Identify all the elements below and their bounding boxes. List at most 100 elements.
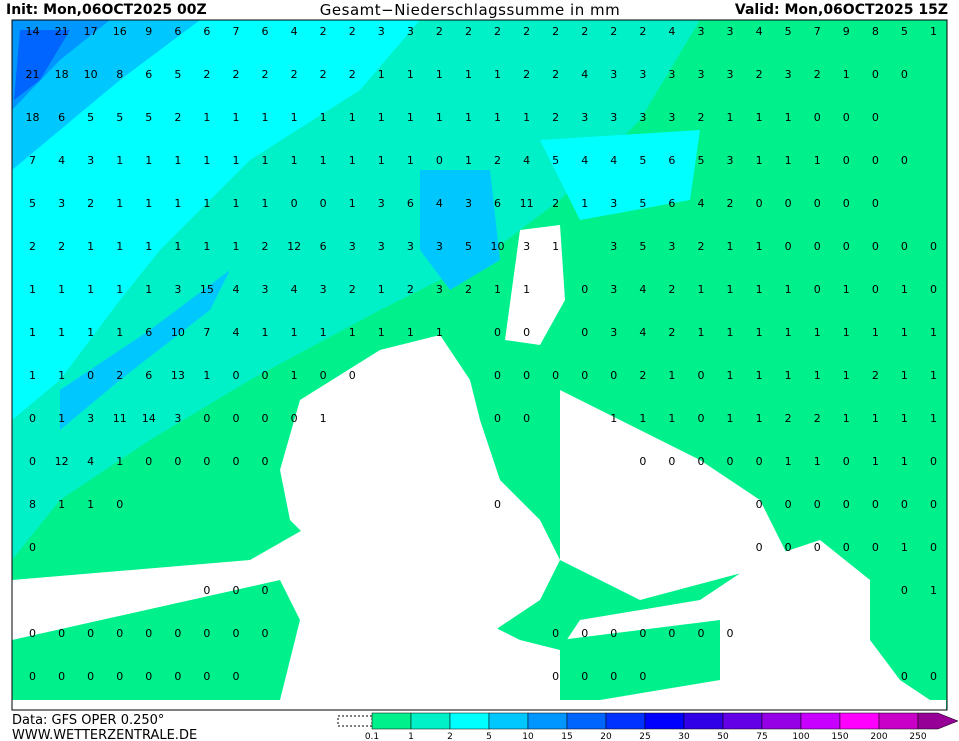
- grid-value: 0: [756, 455, 763, 468]
- grid-value: 1: [232, 154, 239, 167]
- grid-value: 0: [901, 584, 908, 597]
- grid-value: 1: [785, 455, 792, 468]
- grid-value: 1: [843, 326, 850, 339]
- grid-value: 3: [378, 197, 385, 210]
- grid-value: 1: [116, 283, 123, 296]
- grid-value: 1: [291, 111, 298, 124]
- grid-value: 0: [610, 627, 617, 640]
- legend-under: [337, 715, 373, 727]
- grid-value: 2: [785, 412, 792, 425]
- grid-value: 1: [203, 111, 210, 124]
- grid-value: 0: [581, 670, 588, 683]
- grid-value: 1: [378, 326, 385, 339]
- grid-value: 4: [581, 68, 588, 81]
- grid-value: 1: [174, 240, 181, 253]
- grid-value: 1: [203, 154, 210, 167]
- grid-value: 1: [116, 240, 123, 253]
- grid-value: 0: [697, 369, 704, 382]
- grid-value: 0: [697, 455, 704, 468]
- grid-value: 4: [291, 283, 298, 296]
- grid-value: 0: [930, 240, 937, 253]
- grid-value: 3: [610, 111, 617, 124]
- grid-value: 1: [203, 369, 210, 382]
- grid-value: 0: [843, 154, 850, 167]
- data-source: Data: GFS OPER 0.250°: [12, 713, 164, 728]
- grid-value: 11: [113, 412, 127, 425]
- grid-value: 0: [930, 283, 937, 296]
- grid-value: 0: [494, 326, 501, 339]
- grid-value: 5: [639, 240, 646, 253]
- grid-value: 0: [552, 627, 559, 640]
- grid-value: 0: [814, 283, 821, 296]
- grid-value: 6: [668, 197, 675, 210]
- grid-value: 4: [756, 25, 763, 38]
- grid-value: 1: [756, 369, 763, 382]
- grid-value: 4: [436, 197, 443, 210]
- grid-value: 6: [58, 111, 65, 124]
- grid-value: 0: [610, 369, 617, 382]
- grid-value: 0: [232, 584, 239, 597]
- grid-value: 1: [843, 412, 850, 425]
- grid-value: 5: [785, 25, 792, 38]
- grid-value: 1: [58, 326, 65, 339]
- grid-value: 5: [116, 111, 123, 124]
- legend: 0.1 1 2 5 10 15 20 25 30 50 75 100 150 200 250: [337, 712, 959, 741]
- legend-swatch: [488, 712, 529, 730]
- grid-value: 16: [113, 25, 127, 38]
- grid-value: 0: [639, 670, 646, 683]
- grid-value: 1: [262, 197, 269, 210]
- grid-value: 1: [116, 326, 123, 339]
- grid-value: 1: [901, 326, 908, 339]
- grid-value: 1: [378, 68, 385, 81]
- grid-value: 0: [697, 412, 704, 425]
- grid-value: 2: [697, 240, 704, 253]
- grid-value: 1: [174, 154, 181, 167]
- grid-value: 0: [727, 455, 734, 468]
- grid-value: 0: [232, 670, 239, 683]
- grid-value: 1: [930, 25, 937, 38]
- grid-value: 2: [407, 283, 414, 296]
- grid-value: 6: [174, 25, 181, 38]
- grid-value: 1: [87, 498, 94, 511]
- grid-value: 0: [174, 455, 181, 468]
- grid-value: 13: [171, 369, 185, 382]
- grid-value: 3: [727, 25, 734, 38]
- grid-value: 1: [785, 326, 792, 339]
- grid-value: 2: [523, 68, 530, 81]
- legend-label: 30: [678, 732, 690, 741]
- grid-value: 0: [814, 197, 821, 210]
- legend-swatch: [761, 712, 802, 730]
- grid-value: 1: [756, 154, 763, 167]
- grid-value: 0: [523, 369, 530, 382]
- grid-value: 0: [29, 541, 36, 554]
- grid-value: 21: [26, 68, 40, 81]
- grid-value: 0: [872, 541, 879, 554]
- grid-value: 1: [407, 111, 414, 124]
- legend-label: 50: [717, 732, 729, 741]
- grid-value: 1: [756, 412, 763, 425]
- grid-value: 0: [320, 369, 327, 382]
- grid-value: 12: [55, 455, 69, 468]
- grid-value: 2: [465, 283, 472, 296]
- grid-value: 1: [232, 111, 239, 124]
- grid-value: 3: [610, 68, 617, 81]
- legend-swatch: [644, 712, 685, 730]
- grid-value: 5: [901, 25, 908, 38]
- grid-value: 6: [145, 369, 152, 382]
- grid-value: 4: [291, 25, 298, 38]
- grid-value: 2: [87, 197, 94, 210]
- grid-value: 0: [349, 369, 356, 382]
- grid-value: 0: [872, 498, 879, 511]
- grid-value: 1: [116, 154, 123, 167]
- grid-value: 0: [668, 627, 675, 640]
- grid-value: 3: [436, 240, 443, 253]
- grid-value: 0: [581, 627, 588, 640]
- grid-value: 0: [697, 627, 704, 640]
- grid-value: 0: [901, 670, 908, 683]
- grid-value: 1: [203, 240, 210, 253]
- grid-value: 0: [291, 197, 298, 210]
- grid-value: 0: [116, 627, 123, 640]
- grid-value: 0: [930, 498, 937, 511]
- grid-value: 1: [465, 68, 472, 81]
- grid-value: 1: [291, 154, 298, 167]
